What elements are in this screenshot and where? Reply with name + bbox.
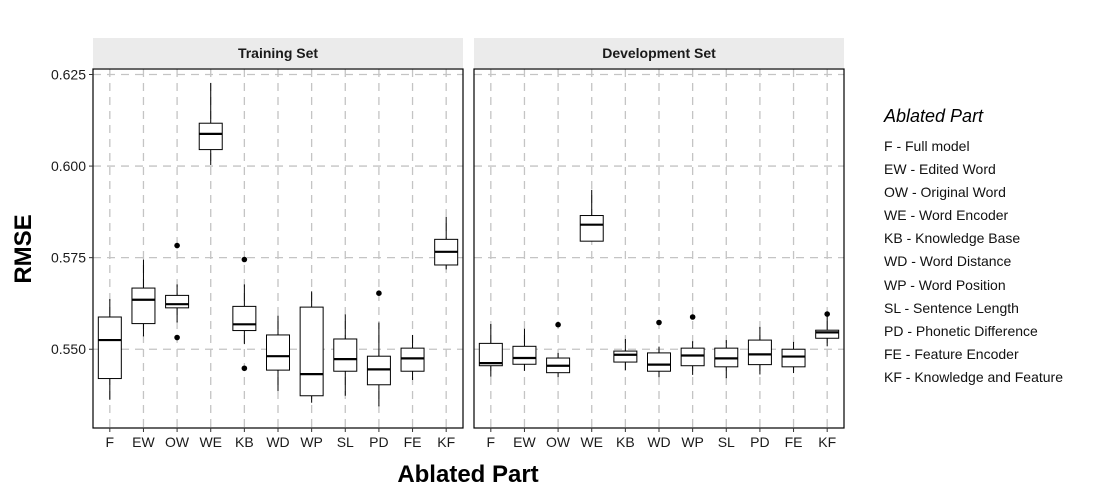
- y-tick-label: 0.575: [51, 250, 86, 266]
- box-KB: [232, 256, 257, 372]
- box-FE: [781, 341, 806, 374]
- x-axis-title: Ablated Part: [397, 461, 538, 488]
- legend-item: WP - Word Position: [884, 276, 1006, 293]
- box-PD: [366, 290, 391, 407]
- box-EW: [512, 328, 537, 371]
- axes: F EW OW WE KB WD WP SL PD FE KF F EW OW WE KB WD WP SL PD FE…: [51, 66, 836, 450]
- box-OW: [165, 242, 190, 341]
- box-body: [266, 334, 290, 371]
- legend-item: WE - Word Encoder: [884, 207, 1009, 224]
- outlier-point: [376, 290, 382, 296]
- box-body: [512, 345, 537, 365]
- x-tick-label: KF: [818, 434, 836, 450]
- legend-item: WD - Word Distance: [884, 253, 1012, 270]
- box-FE: [400, 334, 425, 381]
- legend-items: F - Full model EW - Edited Word OW - Origi…: [884, 135, 1094, 389]
- x-tick-label: PD: [369, 434, 388, 450]
- x-tick-label: OW: [546, 434, 571, 450]
- box-body: [97, 316, 122, 380]
- panel-frames: Training Set Development Set: [92, 38, 845, 429]
- outlier-point: [656, 319, 662, 326]
- outlier-point: [824, 311, 830, 317]
- legend-item: KB - Knowledge Base: [884, 230, 1021, 247]
- x-tick-label: WP: [681, 434, 704, 450]
- x-tick-label: WE: [580, 434, 603, 450]
- box-EW: [131, 259, 156, 337]
- box-WE: [198, 82, 223, 165]
- box-body: [647, 352, 671, 372]
- x-tick-label: FE: [404, 434, 422, 450]
- legend-item: FE - Feature Encoder: [884, 345, 1019, 362]
- box-marks: [97, 82, 840, 407]
- x-tick-label: EW: [513, 434, 536, 450]
- panel-title: Development Set: [602, 45, 716, 61]
- x-tick-label: WP: [300, 434, 323, 450]
- y-tick-label: 0.600: [51, 158, 86, 174]
- box-body: [299, 306, 324, 397]
- x-tick-label: F: [487, 434, 496, 450]
- x-tick-label: WD: [647, 434, 670, 450]
- y-tick-label: 0.625: [51, 66, 86, 82]
- box-SL: [333, 314, 358, 396]
- box-body: [815, 329, 840, 339]
- outlier-point: [241, 256, 248, 263]
- legend-item: KF - Knowledge and Feature: [884, 368, 1063, 385]
- legend-item: EW - Edited Word: [884, 161, 996, 178]
- y-tick-label: 0.550: [51, 341, 86, 357]
- box-WE: [579, 189, 604, 242]
- legend-item: F - Full model: [884, 138, 970, 154]
- box-body: [680, 347, 705, 367]
- box-body: [747, 339, 772, 366]
- x-tick-label: OW: [165, 434, 190, 450]
- box-OW: [546, 321, 571, 378]
- outlier-point: [689, 314, 696, 320]
- x-tick-label: EW: [132, 434, 155, 450]
- outlier-point: [241, 365, 248, 372]
- box-WD: [266, 315, 290, 392]
- outlier-point: [555, 321, 561, 328]
- box-WP: [299, 291, 324, 403]
- panel-strip: [474, 38, 844, 68]
- box-body: [333, 338, 358, 372]
- x-tick-label: SL: [337, 434, 354, 450]
- x-tick-label: WE: [199, 434, 222, 450]
- x-tick-label: FE: [785, 434, 803, 450]
- box-KF: [434, 216, 459, 270]
- x-tick-label: SL: [718, 434, 735, 450]
- box-body: [579, 215, 604, 242]
- x-tick-label: PD: [750, 434, 769, 450]
- y-axis-title: RMSE: [10, 214, 37, 283]
- box-body: [478, 342, 503, 367]
- legend-title: Ablated Part: [884, 106, 984, 126]
- outlier-point: [174, 242, 180, 249]
- panel-strip: [93, 38, 463, 68]
- legend-item: SL - Sentence Length: [884, 299, 1019, 316]
- box-WP: [680, 314, 705, 375]
- box-F: [478, 323, 503, 377]
- legend-item: OW - Original Word: [884, 184, 1006, 201]
- outlier-point: [174, 334, 180, 341]
- x-tick-label: WD: [266, 434, 289, 450]
- box-body: [198, 122, 223, 151]
- box-body: [781, 348, 806, 368]
- box-body: [131, 287, 156, 325]
- x-tick-label: KB: [235, 434, 254, 450]
- panel-title: Training Set: [238, 45, 318, 61]
- box-body: [165, 294, 190, 309]
- x-tick-label: KF: [437, 434, 455, 450]
- box-body: [232, 305, 257, 332]
- box-SL: [714, 340, 739, 379]
- box-body: [400, 347, 425, 372]
- legend-item: PD - Phonetic Difference: [884, 322, 1038, 339]
- box-body: [613, 350, 638, 363]
- box-PD: [747, 326, 772, 375]
- box-KB: [613, 338, 638, 371]
- x-tick-label: F: [106, 434, 115, 450]
- legend: Ablated Part F - Full model EW - Edited W…: [884, 106, 1094, 389]
- x-tick-label: KB: [616, 434, 635, 450]
- box-WD: [647, 319, 671, 378]
- box-F: [97, 299, 122, 400]
- box-KF: [815, 311, 840, 347]
